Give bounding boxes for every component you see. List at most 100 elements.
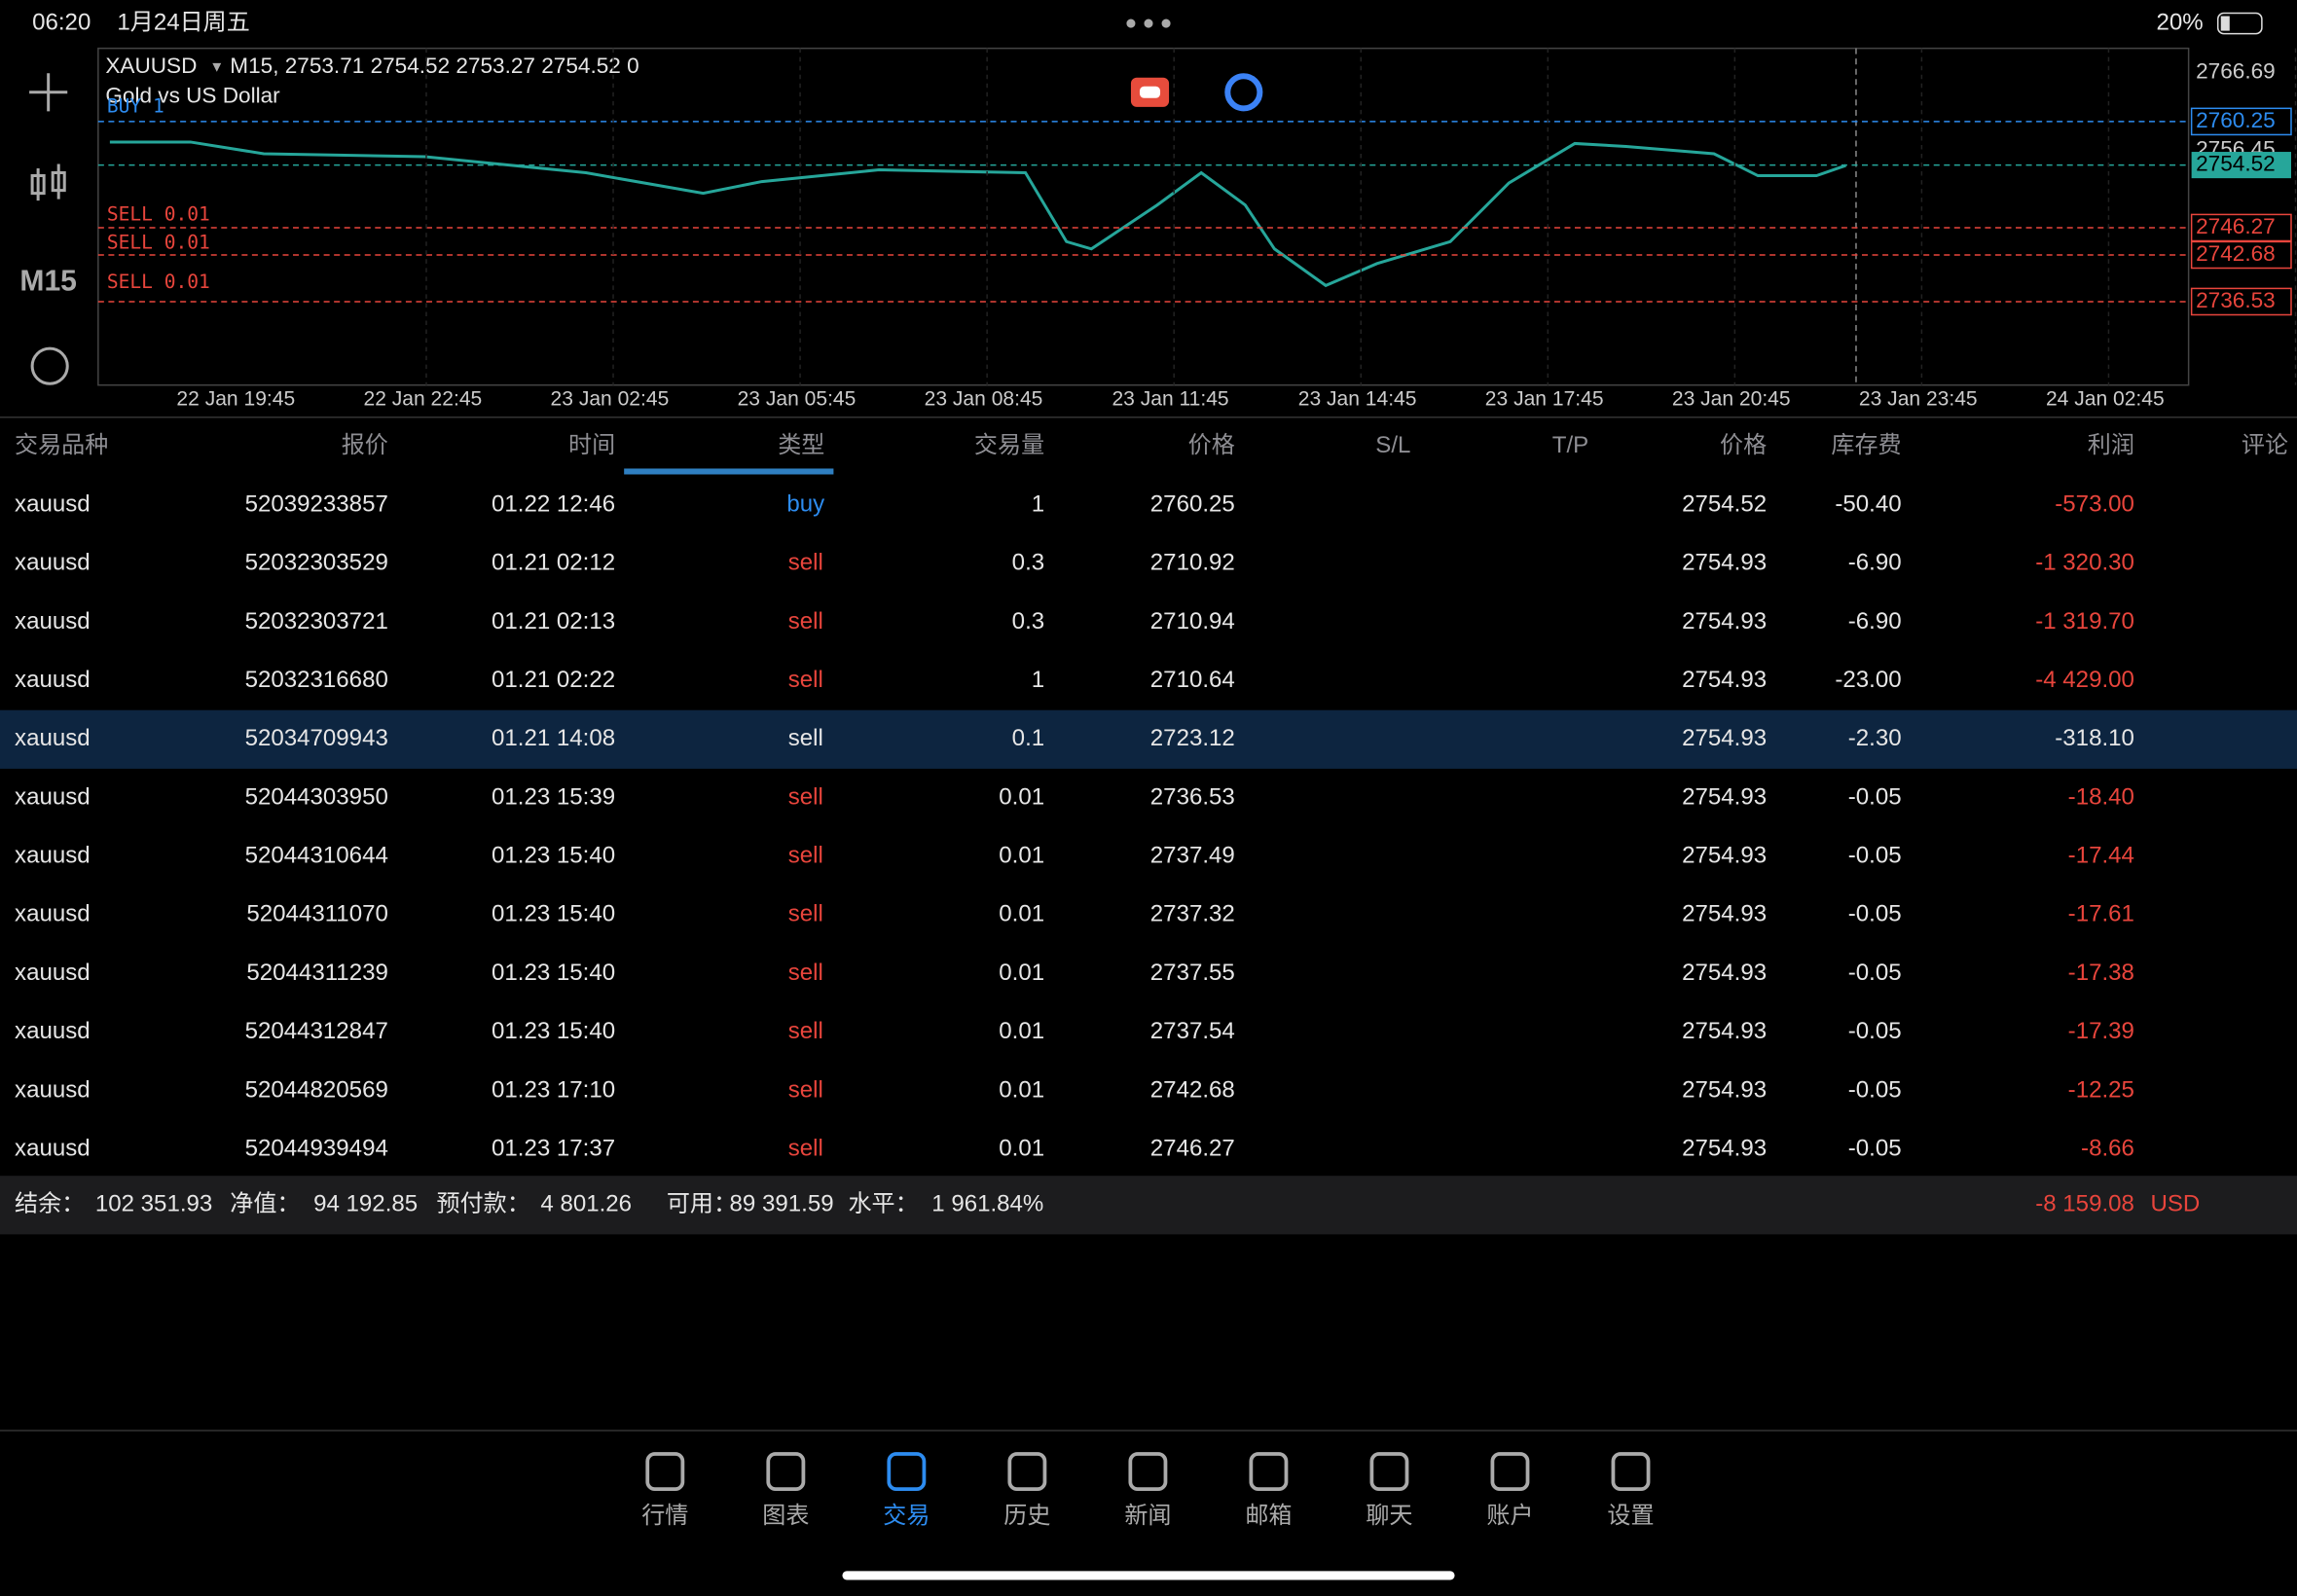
cell: 2754.93 (1682, 608, 1767, 635)
cell: 2710.92 (1150, 550, 1235, 576)
cell: sell (788, 725, 823, 751)
cell: -0.05 (1848, 960, 1902, 986)
price-label-box (2190, 287, 2292, 316)
cell: 01.21 02:22 (492, 667, 615, 693)
order-line-label: SELL 0.01 (107, 231, 210, 253)
cell: -8.66 (2081, 1135, 2134, 1161)
cell: -0.05 (1848, 1018, 1902, 1044)
cell: 01.21 02:13 (492, 608, 615, 635)
cell: -12.25 (2068, 1076, 2134, 1103)
crosshair-tool[interactable] (29, 73, 68, 112)
nav-label[interactable]: 邮箱 (1245, 1503, 1292, 1529)
dot (1144, 18, 1153, 28)
column-header[interactable]: 报价 (342, 432, 388, 458)
nav-icon[interactable] (645, 1452, 685, 1492)
column-header[interactable]: 利润 (2088, 432, 2134, 458)
cell: -0.05 (1848, 1076, 1902, 1103)
cell: 52032303721 (245, 608, 388, 635)
cell: 2742.68 (1150, 1076, 1235, 1103)
cell: -17.39 (2068, 1018, 2134, 1044)
cell: 2760.25 (1150, 490, 1235, 517)
cell: 2737.54 (1150, 1018, 1235, 1044)
column-header[interactable]: 交易量 (974, 432, 1044, 458)
footer-label: 预付款： (437, 1191, 530, 1217)
cell: -4 429.00 (2035, 667, 2134, 693)
cell: 01.21 14:08 (492, 725, 615, 751)
price-label: 2746.27 (2196, 214, 2276, 238)
selected-row[interactable] (0, 709, 2297, 769)
column-header[interactable]: 库存费 (1831, 432, 1901, 458)
column-header[interactable]: 评论 (2242, 432, 2288, 458)
cell: -17.61 (2068, 901, 2134, 927)
cell: 0.01 (999, 901, 1044, 927)
nav-label[interactable]: 新闻 (1124, 1503, 1171, 1529)
nav-icon[interactable] (1369, 1452, 1409, 1492)
cell: 52044311239 (246, 960, 387, 986)
cell: 0.01 (999, 1076, 1044, 1103)
battery-icon (2216, 12, 2263, 35)
nav-icon[interactable] (1128, 1452, 1168, 1492)
cell: 01.21 02:12 (492, 550, 615, 576)
order-line-label: SELL 0.01 (107, 271, 210, 293)
nav-icon[interactable] (1490, 1452, 1530, 1492)
nav-label[interactable]: 图表 (762, 1503, 809, 1529)
footer-value: 4 801.26 (540, 1191, 632, 1217)
cell: -318.10 (2055, 725, 2134, 751)
cell: 0.01 (999, 960, 1044, 986)
column-header[interactable]: 类型 (778, 432, 824, 458)
nav-label[interactable]: 账户 (1486, 1503, 1533, 1529)
cell: 1 (1032, 490, 1044, 517)
footer-value: 94 192.85 (313, 1191, 418, 1217)
price-label: 2742.68 (2196, 241, 2276, 266)
cell: 01.23 15:40 (492, 1018, 615, 1044)
column-header[interactable]: S/L (1375, 432, 1410, 458)
column-header[interactable]: 价格 (1188, 432, 1235, 458)
cell: -6.90 (1848, 550, 1902, 576)
footer-label: 结余： (15, 1191, 85, 1217)
battery-fill (2220, 16, 2230, 31)
column-header[interactable]: T/P (1552, 432, 1588, 458)
cell: xauusd (15, 1018, 91, 1044)
column-header[interactable]: 交易品种 (15, 432, 108, 458)
cell: 52034709943 (245, 725, 388, 751)
cell: sell (788, 1076, 823, 1103)
chart-type-tool[interactable] (30, 163, 66, 201)
nav-icon[interactable] (887, 1452, 927, 1492)
order-line-label: BUY 1 (107, 94, 164, 117)
price-label-bg (2191, 152, 2291, 179)
cell: 2710.94 (1150, 608, 1235, 635)
timeframe[interactable]: M15 (19, 265, 77, 297)
description: Gold vs US Dollar (105, 83, 280, 107)
column-header[interactable]: 时间 (568, 432, 615, 458)
cell: sell (788, 608, 823, 635)
indicator-tool[interactable] (30, 346, 69, 385)
footer-value: 102 351.93 (95, 1191, 212, 1217)
cell: 0.3 (1012, 608, 1044, 635)
clock-button[interactable] (1224, 73, 1263, 112)
footer-label: 净值： (230, 1191, 300, 1217)
time-label: 23 Jan 17:45 (1485, 387, 1604, 410)
battery-level: 20% (2157, 9, 2204, 35)
nav-label[interactable]: 历史 (1003, 1503, 1050, 1529)
cell: xauusd (15, 843, 91, 869)
cell: -573.00 (2055, 490, 2134, 517)
time-label: 23 Jan 14:45 (1298, 387, 1417, 410)
nav-icon[interactable] (1249, 1452, 1289, 1492)
nav-label[interactable]: 聊天 (1366, 1503, 1412, 1529)
cell: 52044303950 (245, 783, 388, 810)
nav-icon[interactable] (1007, 1452, 1047, 1492)
nav-label[interactable]: 行情 (641, 1503, 688, 1529)
cell: -0.05 (1848, 1135, 1902, 1161)
cell: 0.1 (1012, 725, 1044, 751)
symbol[interactable]: XAUUSD (105, 54, 197, 78)
nav-icon[interactable] (766, 1452, 806, 1492)
cell: -18.40 (2068, 783, 2134, 810)
cell: 01.22 12:46 (492, 490, 615, 517)
column-header[interactable]: 价格 (1720, 432, 1767, 458)
nav-label[interactable]: 设置 (1607, 1503, 1654, 1529)
nav-label[interactable]: 交易 (883, 1503, 930, 1529)
cell: 2746.27 (1150, 1135, 1235, 1161)
nav-icon[interactable] (1611, 1452, 1651, 1492)
